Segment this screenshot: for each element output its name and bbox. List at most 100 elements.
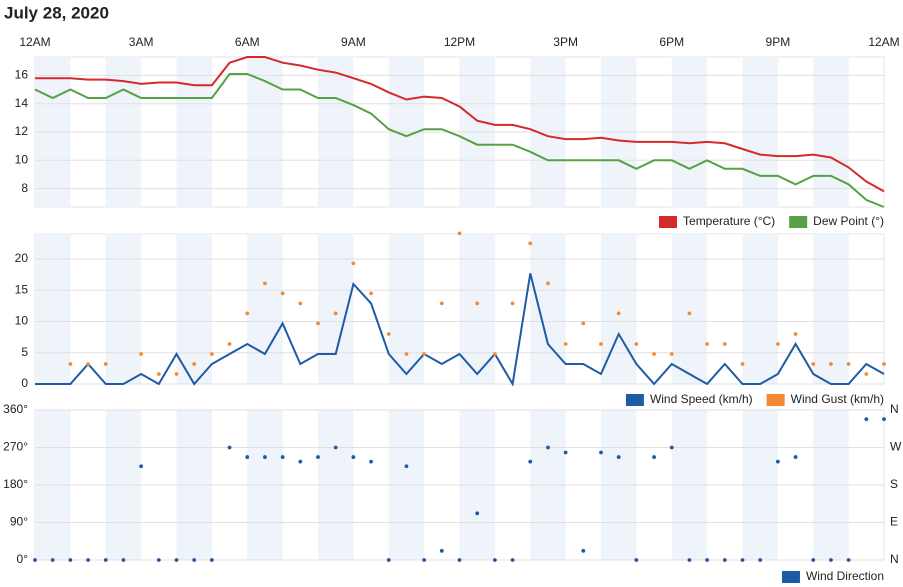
x-tick-label: 12PM <box>444 35 475 49</box>
y2-tick-label: N <box>890 402 899 416</box>
data-point <box>722 558 727 562</box>
data-point <box>652 352 656 356</box>
data-point <box>404 464 409 469</box>
data-point <box>439 301 444 306</box>
legend-label: Dew Point (°) <box>813 214 884 228</box>
x-tick-label: 12AM <box>868 35 899 49</box>
data-point <box>882 362 886 366</box>
y2-tick-label: S <box>890 477 898 491</box>
x-tick-label: 3AM <box>129 35 154 49</box>
data-point <box>740 558 745 562</box>
legend-swatch <box>659 216 678 228</box>
data-point <box>829 362 833 366</box>
legend-label: Temperature (°C) <box>683 214 775 228</box>
data-point <box>139 352 144 356</box>
data-point <box>705 558 710 562</box>
data-point <box>475 511 480 516</box>
data-point <box>546 281 550 286</box>
data-point <box>280 291 285 296</box>
data-point <box>599 450 603 455</box>
legend-swatch <box>625 394 644 406</box>
data-point <box>864 417 869 422</box>
data-point <box>316 455 320 459</box>
y2-tick-label: W <box>890 440 902 454</box>
data-point <box>439 548 444 553</box>
data-point <box>457 231 462 236</box>
y-tick-label: 10 <box>15 152 29 166</box>
data-point <box>33 558 37 562</box>
y-tick-label: 16 <box>15 68 29 82</box>
y-tick-label: 8 <box>21 181 28 195</box>
data-point <box>811 558 816 562</box>
series-line <box>35 56 885 193</box>
data-point <box>86 362 90 366</box>
data-point <box>121 558 126 562</box>
data-point <box>68 362 73 366</box>
data-point <box>546 445 550 450</box>
data-point <box>687 558 692 562</box>
data-point <box>298 459 303 464</box>
data-point <box>386 332 391 336</box>
x-tick-label: 9PM <box>766 35 791 49</box>
data-point <box>563 450 568 455</box>
data-point <box>510 301 515 306</box>
data-point <box>581 548 586 553</box>
data-point <box>634 558 639 562</box>
hour-band <box>742 234 778 384</box>
data-point <box>351 261 356 266</box>
data-point <box>174 558 179 562</box>
data-point <box>404 352 409 356</box>
x-tick-label: 9AM <box>341 35 366 49</box>
data-point <box>457 558 462 562</box>
data-point <box>722 342 727 346</box>
data-point <box>563 342 568 346</box>
data-point <box>245 455 250 459</box>
data-point <box>245 311 250 316</box>
legend-label: Wind Speed (km/h) <box>650 392 753 406</box>
legend-swatch <box>766 394 785 406</box>
data-point <box>192 362 197 366</box>
data-point <box>351 455 356 459</box>
data-point <box>174 372 179 376</box>
data-point <box>422 558 427 562</box>
data-point <box>758 558 763 562</box>
legend-label: Wind Direction <box>806 569 884 583</box>
y-tick-label: 180° <box>3 477 28 491</box>
data-point <box>775 342 780 346</box>
hour-band <box>105 234 142 384</box>
y2-tick-label: N <box>890 552 899 566</box>
data-point <box>263 455 267 459</box>
x-tick-label: 6AM <box>235 35 260 49</box>
data-point <box>528 459 533 464</box>
data-point <box>156 372 161 376</box>
data-point <box>386 558 391 562</box>
data-point <box>775 459 780 464</box>
legend-label: Wind Gust (km/h) <box>791 392 884 406</box>
data-point <box>634 342 639 346</box>
series-line <box>34 73 885 208</box>
data-point <box>811 362 816 366</box>
chart-title: July 28, 2020 <box>4 3 109 22</box>
data-point <box>492 558 497 562</box>
data-point <box>581 321 586 326</box>
data-point <box>156 558 161 562</box>
data-point <box>846 558 851 562</box>
data-point <box>139 464 144 469</box>
data-point <box>705 342 710 346</box>
data-point <box>652 455 656 459</box>
data-point <box>316 321 320 326</box>
y-tick-label: 12 <box>15 124 29 138</box>
y-tick-label: 20 <box>15 251 29 265</box>
legend-swatch <box>781 571 800 583</box>
data-point <box>599 342 603 346</box>
data-point <box>669 445 674 450</box>
data-point <box>793 332 798 336</box>
data-point <box>227 445 232 450</box>
data-point <box>369 291 373 296</box>
data-point <box>669 352 674 356</box>
data-point <box>528 241 533 246</box>
legend-swatch <box>789 216 808 228</box>
y-tick-label: 5 <box>21 345 28 359</box>
data-point <box>422 352 427 356</box>
hour-band <box>35 234 71 384</box>
